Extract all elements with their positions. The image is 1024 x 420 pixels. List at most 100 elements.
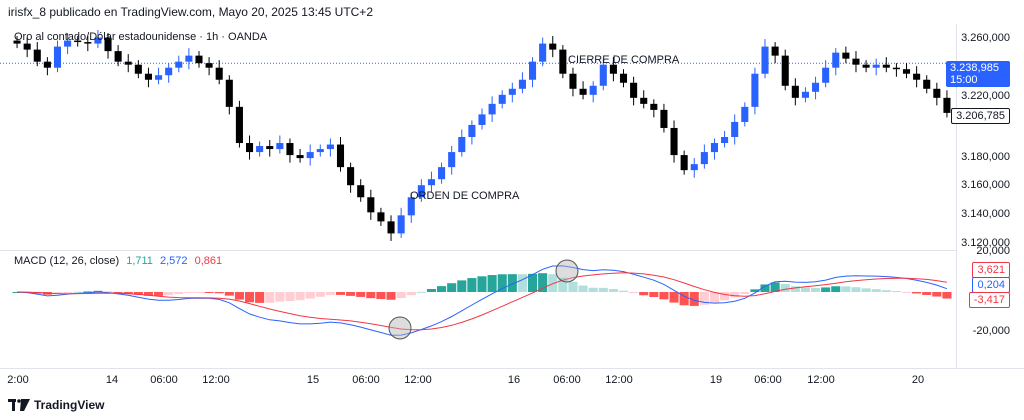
macd-hist-value: 1,711 [126, 255, 153, 267]
macd-histogram-bar [52, 292, 63, 294]
macd-histogram-bar [507, 274, 517, 292]
pane-divider[interactable] [0, 250, 956, 251]
candle [721, 130, 729, 148]
macd-histogram-bar [295, 292, 305, 301]
time-tick: 12:00 [605, 374, 633, 386]
candle [357, 179, 365, 202]
buy-crossover-marker [388, 316, 412, 340]
candle [619, 69, 628, 88]
candle [427, 171, 435, 193]
macd-histogram-bar [164, 292, 174, 296]
tradingview-brand[interactable]: TradingView [8, 398, 104, 412]
tradingview-logo-icon [8, 399, 30, 411]
candle [913, 66, 921, 88]
macd-histogram-bar [154, 292, 164, 296]
candle [690, 158, 698, 178]
macd-histogram-bar [578, 285, 588, 292]
candle [640, 90, 648, 109]
macd-histogram-bar [426, 288, 437, 292]
candle [165, 63, 173, 83]
candle [478, 108, 486, 130]
macd-histogram-bar [669, 292, 679, 303]
macd-histogram-bar [93, 290, 103, 292]
macd-histogram-bar [598, 287, 608, 292]
macd-signal-tag: 3,621 [972, 262, 1010, 278]
candle [862, 60, 870, 73]
macd-histogram-bar [376, 292, 386, 300]
time-tick: 06:00 [150, 374, 178, 386]
macd-histogram-bar [437, 286, 447, 292]
candle [245, 135, 254, 160]
macd-histogram-bar [265, 292, 275, 303]
macd-histogram-bar [588, 287, 598, 292]
candle [832, 48, 840, 76]
macd-histogram-bar [679, 292, 689, 306]
candle [407, 192, 415, 223]
candle [64, 33, 72, 55]
macd-histogram-bar [548, 274, 558, 292]
time-axis-border [0, 368, 1024, 369]
candle [933, 82, 941, 106]
brand-name: TradingView [34, 398, 105, 412]
macd-histogram-bar [73, 291, 83, 293]
macd-histogram-bar [629, 292, 639, 294]
macd-signal-line [17, 272, 947, 331]
candle [569, 67, 577, 97]
time-tick: 06:00 [352, 374, 380, 386]
macd-histogram-bar [103, 291, 113, 293]
candle [256, 141, 264, 157]
candle [488, 96, 496, 122]
candle [155, 67, 163, 85]
candle [124, 54, 132, 73]
macd-histogram-bar [568, 281, 578, 292]
price-tick: 3.140,000 [961, 208, 1010, 220]
price-chart[interactable] [0, 24, 1024, 250]
current-price-value: 3.238,985 [950, 62, 999, 74]
candle [347, 162, 355, 193]
macd-histogram-bar [608, 289, 618, 292]
macd-histogram-bar [113, 292, 123, 293]
macd-histogram-bar [447, 283, 457, 292]
macd-histogram-bar [912, 292, 922, 294]
current-price-tag: 3.238,985 15:00 [946, 61, 1010, 87]
candle [559, 45, 567, 79]
candle [33, 42, 41, 67]
macd-histogram-bar [63, 292, 73, 293]
macd-chart[interactable] [0, 250, 1024, 368]
candle [589, 81, 597, 103]
macd-tick: -20,000 [972, 325, 1010, 337]
time-axis[interactable]: 2:00 14 06:00 12:00 15 06:00 12:00 16 06… [0, 368, 1024, 390]
macd-histogram-bar [416, 291, 426, 293]
macd-histogram-bar [184, 292, 194, 293]
macd-histogram-bar [204, 292, 214, 293]
candle [74, 36, 82, 47]
macd-histogram-bar [730, 292, 740, 298]
macd-histogram-bar [386, 292, 396, 300]
macd-histogram-bar [841, 286, 851, 292]
candle [448, 146, 456, 175]
macd-histogram-bar [285, 292, 295, 301]
current-time-value: 15:00 [950, 74, 978, 86]
candle [377, 207, 385, 226]
candle [660, 103, 668, 133]
candle [104, 33, 112, 59]
candle [144, 67, 152, 88]
candle [539, 37, 547, 67]
macd-histogram-bar [133, 292, 143, 295]
candle [498, 90, 506, 109]
macd-histogram-bar [750, 289, 760, 292]
macd-histogram-bar [396, 292, 406, 299]
macd-histogram-bar [538, 273, 548, 292]
macd-histogram-bar [740, 292, 750, 295]
macd-histogram-bar [275, 292, 285, 302]
candle [185, 48, 193, 70]
candle [741, 102, 749, 127]
macd-histogram-bar [517, 274, 527, 292]
candle [852, 51, 860, 73]
macd-histogram-bar [932, 292, 942, 297]
time-tick: 19 [709, 374, 723, 386]
candle [84, 36, 92, 52]
macd-line-value: 2,572 [160, 255, 188, 267]
candle [326, 138, 334, 157]
macd-histogram-bar [558, 277, 568, 292]
